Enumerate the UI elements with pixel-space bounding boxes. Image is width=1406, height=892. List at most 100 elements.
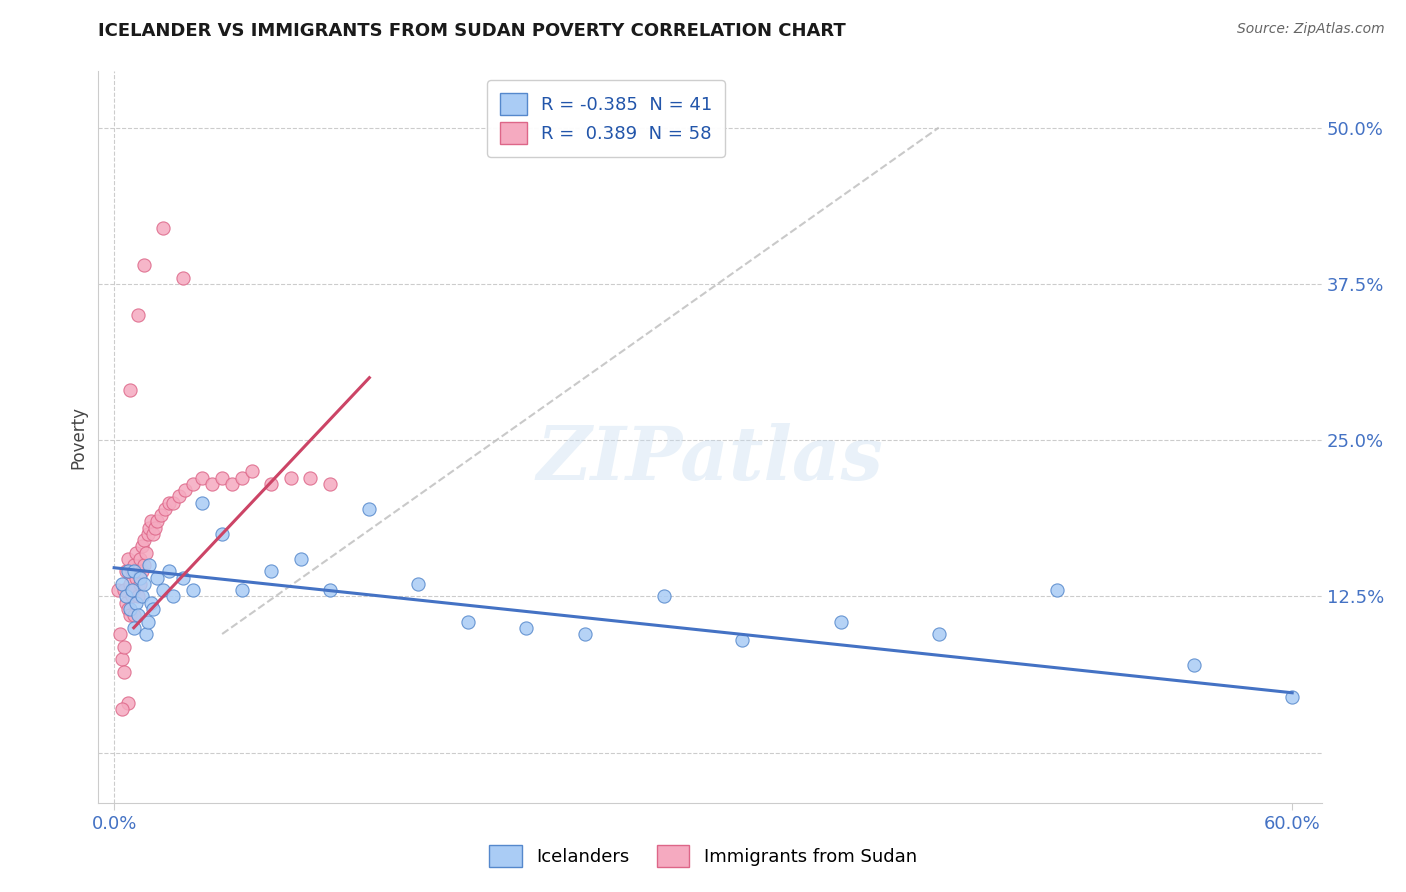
Point (128, 571, 150, 585)
Point (115, 596, 138, 610)
Point (231, 583, 253, 598)
Point (191, 471, 214, 485)
Point (138, 558, 160, 573)
Point (125, 596, 148, 610)
Point (152, 583, 174, 598)
Point (112, 583, 135, 598)
Point (142, 527, 165, 541)
Point (359, 502, 381, 516)
Point (122, 565, 145, 579)
Text: Source: ZipAtlas.com: Source: ZipAtlas.com (1237, 22, 1385, 37)
Point (118, 383, 141, 397)
Point (408, 577, 430, 591)
Point (299, 471, 322, 485)
Point (150, 508, 173, 523)
Point (574, 627, 596, 641)
Point (118, 602, 141, 616)
Point (146, 515, 169, 529)
Point (118, 608, 141, 623)
Point (1281, 690, 1303, 704)
Point (162, 590, 184, 604)
Y-axis label: Poverty: Poverty (69, 406, 87, 468)
Point (128, 552, 150, 566)
Point (122, 621, 145, 635)
Point (135, 627, 157, 641)
Point (157, 496, 180, 510)
Point (136, 615, 159, 629)
Text: ICELANDER VS IMMIGRANTS FROM SUDAN POVERTY CORRELATION CHART: ICELANDER VS IMMIGRANTS FROM SUDAN POVER… (98, 22, 846, 40)
Point (231, 471, 253, 485)
Point (122, 558, 145, 573)
Point (131, 590, 153, 604)
Point (122, 583, 145, 598)
Point (181, 583, 204, 598)
Point (280, 471, 302, 485)
Point (221, 477, 243, 491)
Point (131, 540, 153, 554)
Point (122, 608, 145, 623)
Point (260, 565, 283, 579)
Point (125, 546, 148, 560)
Point (319, 477, 342, 491)
Point (211, 471, 233, 485)
Point (127, 608, 149, 623)
Point (128, 577, 150, 591)
Point (115, 565, 138, 579)
Point (141, 515, 163, 529)
Point (173, 483, 195, 498)
Point (121, 590, 143, 604)
Point (117, 696, 139, 710)
Point (167, 490, 190, 504)
Point (260, 477, 283, 491)
Point (111, 652, 134, 666)
Point (125, 571, 148, 585)
Text: ZIPatlas: ZIPatlas (537, 423, 883, 495)
Point (127, 590, 149, 604)
Point (201, 477, 224, 491)
Point (731, 633, 754, 648)
Point (117, 602, 139, 616)
Point (1182, 658, 1205, 673)
Point (153, 502, 176, 516)
Point (515, 621, 537, 635)
Point (115, 590, 138, 604)
Point (138, 521, 160, 535)
Point (652, 590, 675, 604)
Point (131, 565, 153, 579)
Point (127, 308, 149, 322)
Point (135, 546, 157, 560)
Point (162, 496, 184, 510)
Point (319, 583, 342, 598)
Point (457, 615, 479, 629)
Point (143, 521, 166, 535)
Point (127, 565, 149, 579)
Point (290, 552, 312, 566)
Point (157, 565, 180, 579)
Legend: R = -0.385  N = 41, R =  0.389  N = 58: R = -0.385 N = 41, R = 0.389 N = 58 (486, 80, 725, 157)
Point (928, 627, 950, 641)
Legend: Icelanders, Immigrants from Sudan: Icelanders, Immigrants from Sudan (482, 838, 924, 874)
Point (211, 527, 233, 541)
Point (830, 615, 852, 629)
Point (132, 577, 155, 591)
Point (111, 577, 134, 591)
Point (117, 565, 139, 579)
Point (172, 270, 194, 285)
Point (108, 627, 131, 641)
Point (181, 477, 204, 491)
Point (240, 465, 263, 479)
Point (121, 565, 143, 579)
Point (132, 533, 155, 548)
Point (107, 583, 129, 598)
Point (112, 640, 135, 654)
Point (142, 602, 165, 616)
Point (132, 558, 155, 573)
Point (141, 596, 163, 610)
Point (191, 496, 214, 510)
Point (146, 571, 169, 585)
Point (136, 527, 159, 541)
Point (132, 258, 155, 272)
Point (152, 220, 174, 235)
Point (112, 665, 135, 679)
Point (1045, 583, 1067, 598)
